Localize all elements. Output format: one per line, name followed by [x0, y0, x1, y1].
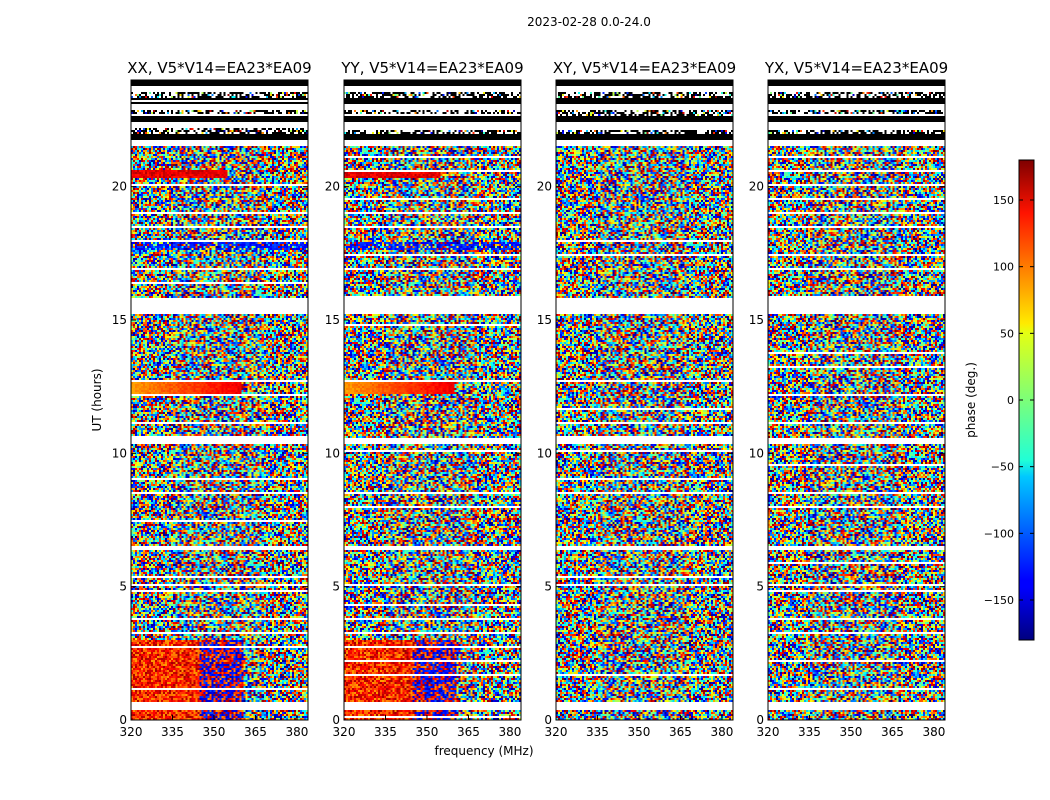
- y-tick-label: 20: [749, 180, 764, 194]
- x-tick-label: 350: [203, 725, 226, 739]
- heatmap-image: [556, 80, 733, 720]
- x-tick-label: 335: [161, 725, 184, 739]
- colorbar-tick-label: −100: [984, 527, 1014, 540]
- heatmap-image: [344, 80, 521, 720]
- colorbar-tick-label: 0: [1007, 394, 1014, 407]
- x-tick-label: 365: [457, 725, 480, 739]
- y-tick-label: 5: [332, 580, 340, 594]
- panel-title: YY, V5*V14=EA23*EA09: [340, 59, 523, 77]
- x-tick-label: 335: [374, 725, 397, 739]
- x-tick-label: 335: [798, 725, 821, 739]
- y-tick-label: 0: [756, 713, 764, 727]
- panel-yx: YX, V5*V14=EA23*EA09 320 335 350 365 380 0 5 10 1…: [749, 59, 948, 739]
- y-tick-label: 0: [332, 713, 340, 727]
- x-axis-label: frequency (MHz): [434, 744, 533, 758]
- y-tick-label: 15: [749, 313, 764, 327]
- panel-title: XY, V5*V14=EA23*EA09: [553, 59, 736, 77]
- y-tick-label: 0: [544, 713, 552, 727]
- x-tick-label: 350: [840, 725, 863, 739]
- colorbar-label: phase (deg.): [964, 362, 978, 438]
- axes-frame: [130, 79, 309, 721]
- y-tick-label: 15: [325, 313, 340, 327]
- x-tick-label: 320: [545, 725, 568, 739]
- x-tick-label: 365: [244, 725, 267, 739]
- y-tick-label: 10: [749, 446, 764, 460]
- y-tick-label: 15: [537, 313, 552, 327]
- y-tick-label: 10: [325, 446, 340, 460]
- colorbar: 150 100 50 0 −50 −100 −150 phase (deg.): [964, 159, 1035, 641]
- x-tick-label: 320: [757, 725, 780, 739]
- x-tick-label: 350: [628, 725, 651, 739]
- y-tick-label: 20: [112, 180, 127, 194]
- figure-suptitle: 2023-02-28 0.0-24.0: [527, 15, 651, 29]
- x-tick-label: 380: [710, 725, 733, 739]
- panel-yy: YY, V5*V14=EA23*EA09 320 335 350 365 380 0 5 10 1…: [325, 59, 524, 739]
- x-tick-label: 335: [586, 725, 609, 739]
- y-tick-label: 15: [112, 313, 127, 327]
- panel-title: XX, V5*V14=EA23*EA09: [127, 59, 311, 77]
- y-tick-label: 5: [119, 580, 127, 594]
- x-tick-label: 350: [416, 725, 439, 739]
- colorbar-tick-label: 150: [993, 194, 1014, 207]
- axes-frame: [343, 79, 522, 721]
- x-tick-label: 380: [285, 725, 308, 739]
- x-tick-label: 380: [922, 725, 945, 739]
- colorbar-tick-label: −50: [991, 461, 1014, 474]
- panel-xy: XY, V5*V14=EA23*EA09 320 335 350 365 380 0 5 10 1…: [537, 59, 736, 739]
- y-tick-label: 5: [544, 580, 552, 594]
- heatmap-image: [131, 80, 308, 720]
- x-tick-label: 320: [333, 725, 356, 739]
- colorbar-ticks: 150 100 50 0 −50 −100 −150: [984, 194, 1034, 607]
- axes-frame: [767, 79, 946, 721]
- colorbar-tick-label: 100: [993, 261, 1014, 274]
- y-axis-label: UT (hours): [90, 368, 104, 431]
- y-tick-label: 20: [537, 180, 552, 194]
- colorbar-tick-label: −150: [984, 594, 1014, 607]
- colorbar-tick-label: 50: [1000, 327, 1014, 340]
- x-tick-label: 365: [669, 725, 692, 739]
- y-tick-label: 10: [112, 446, 127, 460]
- x-tick-label: 380: [498, 725, 521, 739]
- y-tick-label: 0: [119, 713, 127, 727]
- x-tick-label: 320: [120, 725, 143, 739]
- y-tick-label: 10: [537, 446, 552, 460]
- heatmap-image: [768, 80, 945, 720]
- y-tick-label: 20: [325, 180, 340, 194]
- x-tick-label: 365: [881, 725, 904, 739]
- axes-frame: [555, 79, 734, 721]
- y-tick-label: 5: [756, 580, 764, 594]
- panel-title: YX, V5*V14=EA23*EA09: [764, 59, 948, 77]
- panels-group: XX, V5*V14=EA23*EA09 320 335 350 365 380 0 5 10 1…: [112, 59, 948, 739]
- panel-xx: XX, V5*V14=EA23*EA09 320 335 350 365 380 0 5 10 1…: [112, 59, 312, 739]
